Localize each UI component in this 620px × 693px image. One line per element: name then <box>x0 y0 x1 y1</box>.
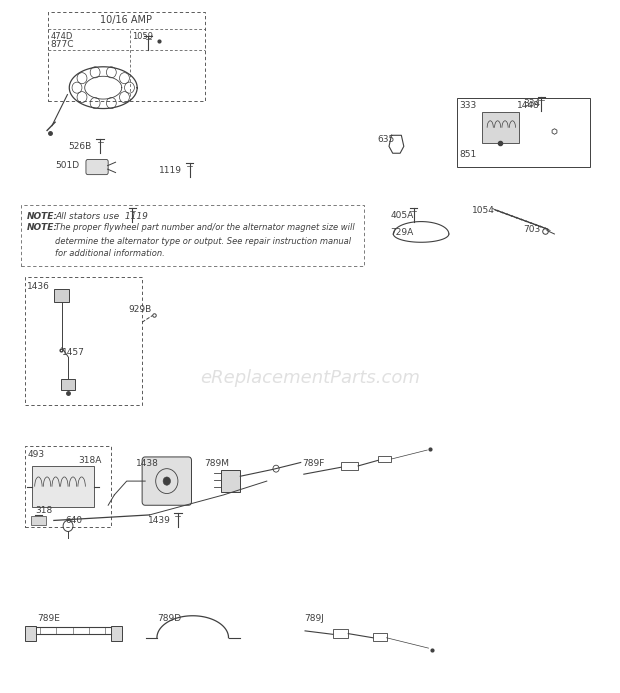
Text: 789J: 789J <box>304 613 324 622</box>
Text: 501D: 501D <box>56 161 80 170</box>
Text: 929B: 929B <box>128 305 151 314</box>
Bar <box>25 626 36 641</box>
Bar <box>25 446 111 527</box>
Text: 851: 851 <box>459 150 477 159</box>
Text: eReplacementParts.com: eReplacementParts.com <box>200 369 420 387</box>
Bar <box>25 277 142 405</box>
Bar <box>48 12 205 101</box>
Bar <box>31 516 46 525</box>
Text: 1119: 1119 <box>159 166 182 175</box>
Text: 333: 333 <box>459 101 477 110</box>
Text: 789D: 789D <box>157 613 182 622</box>
Text: 789E: 789E <box>37 613 60 622</box>
Circle shape <box>163 477 170 485</box>
FancyBboxPatch shape <box>86 159 108 175</box>
FancyBboxPatch shape <box>142 457 192 505</box>
Text: 10/16 AMP: 10/16 AMP <box>100 15 153 26</box>
Text: 493: 493 <box>27 450 45 459</box>
Bar <box>55 289 69 301</box>
Text: 729A: 729A <box>390 228 414 237</box>
Bar <box>457 98 590 167</box>
Text: 703: 703 <box>523 225 540 234</box>
Text: All stators use  1119: All stators use 1119 <box>55 212 148 221</box>
Text: for additional information.: for additional information. <box>55 249 165 258</box>
Text: 789M: 789M <box>204 459 229 468</box>
Text: 789F: 789F <box>303 459 325 468</box>
Text: 640: 640 <box>65 516 82 525</box>
Text: 635: 635 <box>378 134 394 143</box>
Text: determine the alternator type or output. See repair instruction manual: determine the alternator type or output.… <box>55 237 351 246</box>
Bar <box>21 205 364 265</box>
Text: NOTE:: NOTE: <box>27 212 58 221</box>
Text: 405A: 405A <box>390 211 414 220</box>
Bar <box>373 633 386 641</box>
Text: 318A: 318A <box>79 456 102 465</box>
Text: 474D: 474D <box>51 32 73 41</box>
Text: 526B: 526B <box>68 142 91 151</box>
Text: 1448: 1448 <box>516 101 539 110</box>
Text: 877C: 877C <box>51 40 74 49</box>
Bar <box>482 112 518 143</box>
Text: 1054: 1054 <box>472 207 495 216</box>
Bar <box>61 379 76 390</box>
Text: 1439: 1439 <box>148 516 171 525</box>
Text: NOTE:: NOTE: <box>27 223 58 232</box>
Bar <box>378 455 391 462</box>
Bar <box>221 470 241 492</box>
Bar <box>111 626 122 641</box>
Text: 1436: 1436 <box>27 281 50 290</box>
Text: The proper flywheel part number and/or the alternator magnet size will: The proper flywheel part number and/or t… <box>55 223 355 232</box>
Text: 318: 318 <box>35 506 53 515</box>
Text: 1438: 1438 <box>136 459 159 468</box>
Bar <box>341 462 358 470</box>
Text: 1059: 1059 <box>132 32 153 41</box>
Bar <box>32 466 94 507</box>
Text: 334: 334 <box>523 99 540 108</box>
Text: 1457: 1457 <box>62 348 85 357</box>
Bar <box>333 629 348 638</box>
